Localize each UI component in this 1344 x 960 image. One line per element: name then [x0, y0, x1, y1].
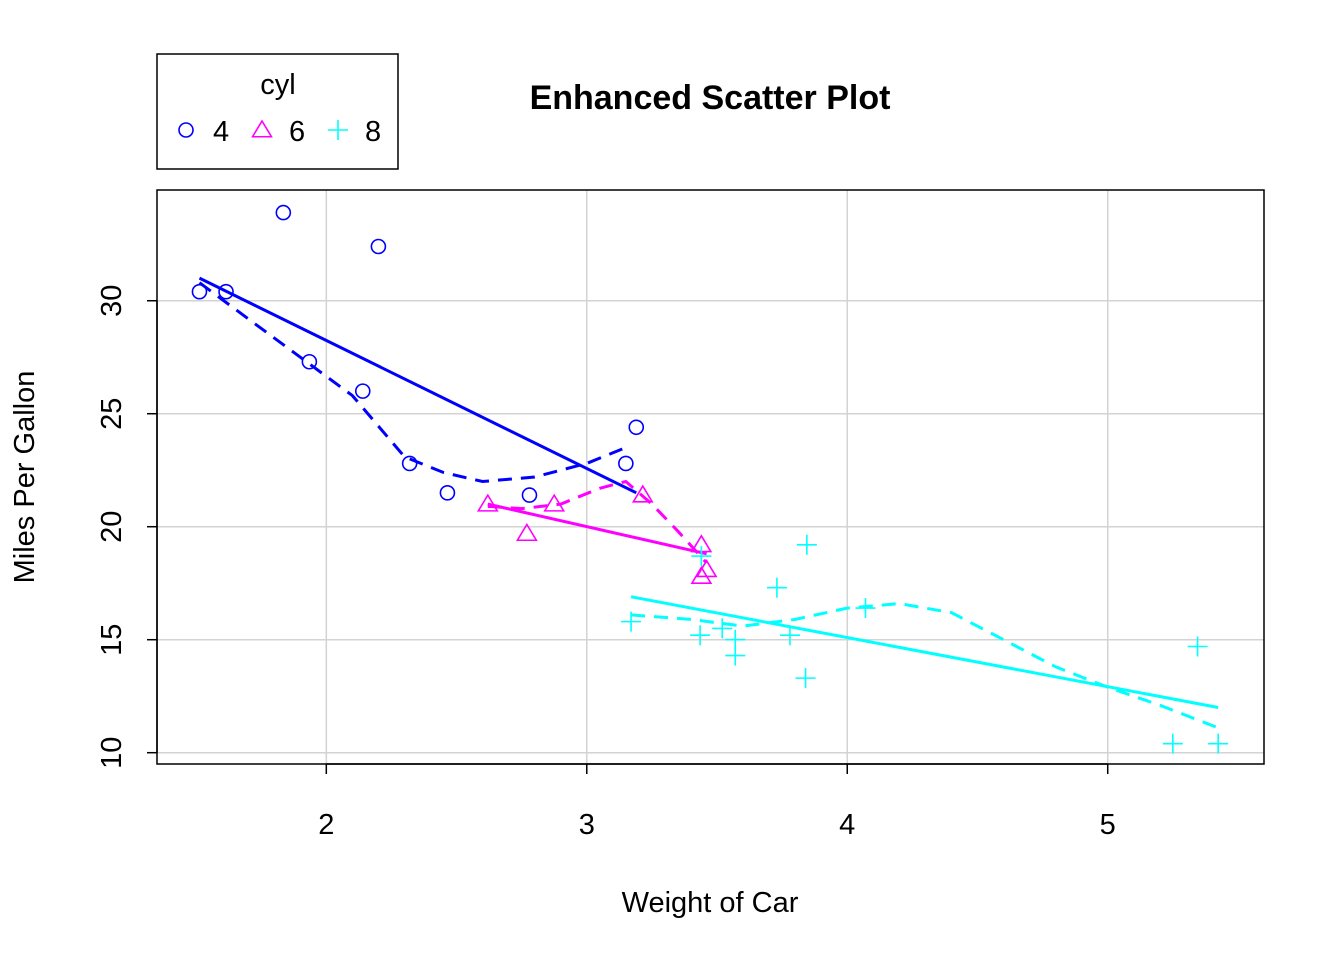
point-cyl-4 — [275, 204, 292, 221]
y-axis-label: Miles Per Gallon — [9, 371, 41, 584]
grid — [157, 190, 1264, 764]
point-cyl-8 — [725, 645, 746, 666]
point-cyl-8 — [766, 577, 787, 598]
legend-marker-cyl-6 — [251, 119, 273, 138]
legend-marker-cyl-8 — [328, 120, 348, 140]
x-tick-label: 3 — [579, 809, 595, 841]
point-cyl-8 — [690, 625, 711, 646]
point-cyl-4 — [191, 283, 208, 300]
point-cyl-8 — [1162, 733, 1183, 754]
legend-label-cyl-8: 8 — [365, 116, 381, 148]
fit-lines — [198, 276, 1219, 730]
point-cyl-4 — [354, 383, 371, 399]
point-cyl-8 — [796, 534, 817, 555]
point-cyl-6 — [516, 522, 538, 542]
y-tick-label: 25 — [96, 398, 128, 430]
point-cyl-8 — [621, 611, 642, 632]
point-cyl-6 — [543, 493, 566, 512]
data-points — [191, 204, 1229, 754]
linear-fit-cyl-8 — [630, 595, 1219, 709]
legend-marker-cyl-4 — [178, 122, 194, 138]
point-cyl-8 — [691, 546, 712, 567]
point-cyl-6 — [476, 493, 499, 512]
legend-label-cyl-6: 6 — [289, 116, 305, 148]
y-tick-label: 15 — [96, 624, 128, 656]
point-cyl-4 — [521, 487, 538, 503]
y-tick-label: 20 — [96, 511, 128, 543]
smooth-fit-cyl-4 — [198, 281, 627, 484]
point-cyl-8 — [1187, 636, 1208, 657]
point-cyl-8 — [779, 625, 800, 646]
x-tick-label: 2 — [318, 809, 334, 841]
legend-box — [156, 53, 399, 170]
point-cyl-4 — [618, 455, 634, 472]
x-axis-label: Weight of Car — [622, 887, 799, 919]
point-cyl-8 — [712, 618, 733, 639]
point-cyl-8 — [1208, 733, 1229, 754]
chart-title: Enhanced Scatter Plot — [530, 79, 891, 117]
point-cyl-4 — [628, 419, 645, 436]
point-cyl-8 — [795, 668, 816, 689]
legend-title: cyl — [260, 69, 295, 101]
smooth-fit-cyl-8 — [630, 602, 1219, 730]
legend: cyl 4 6 8 — [156, 53, 399, 170]
point-cyl-4 — [401, 455, 418, 472]
point-cyl-4 — [301, 353, 318, 370]
point-cyl-4 — [218, 283, 234, 300]
point-cyl-4 — [370, 238, 387, 255]
point-cyl-6 — [631, 484, 654, 503]
smooth-fit-cyl-6 — [487, 479, 708, 564]
y-tick-label: 30 — [96, 285, 128, 317]
linear-fit-cyl-4 — [198, 276, 637, 495]
y-tick-label: 10 — [96, 737, 128, 769]
x-axis: 2 3 4 5 — [318, 763, 1116, 841]
linear-fit-cyl-6 — [487, 502, 707, 556]
point-cyl-8 — [855, 598, 876, 619]
legend-label-cyl-4: 4 — [213, 116, 229, 148]
x-tick-label: 5 — [1100, 809, 1116, 841]
point-cyl-6 — [695, 559, 718, 578]
plot-border — [156, 189, 1265, 765]
x-tick-label: 4 — [839, 809, 855, 841]
y-axis: 10 15 20 25 30 — [96, 285, 158, 769]
point-cyl-4 — [439, 485, 456, 501]
point-cyl-6 — [690, 565, 713, 584]
